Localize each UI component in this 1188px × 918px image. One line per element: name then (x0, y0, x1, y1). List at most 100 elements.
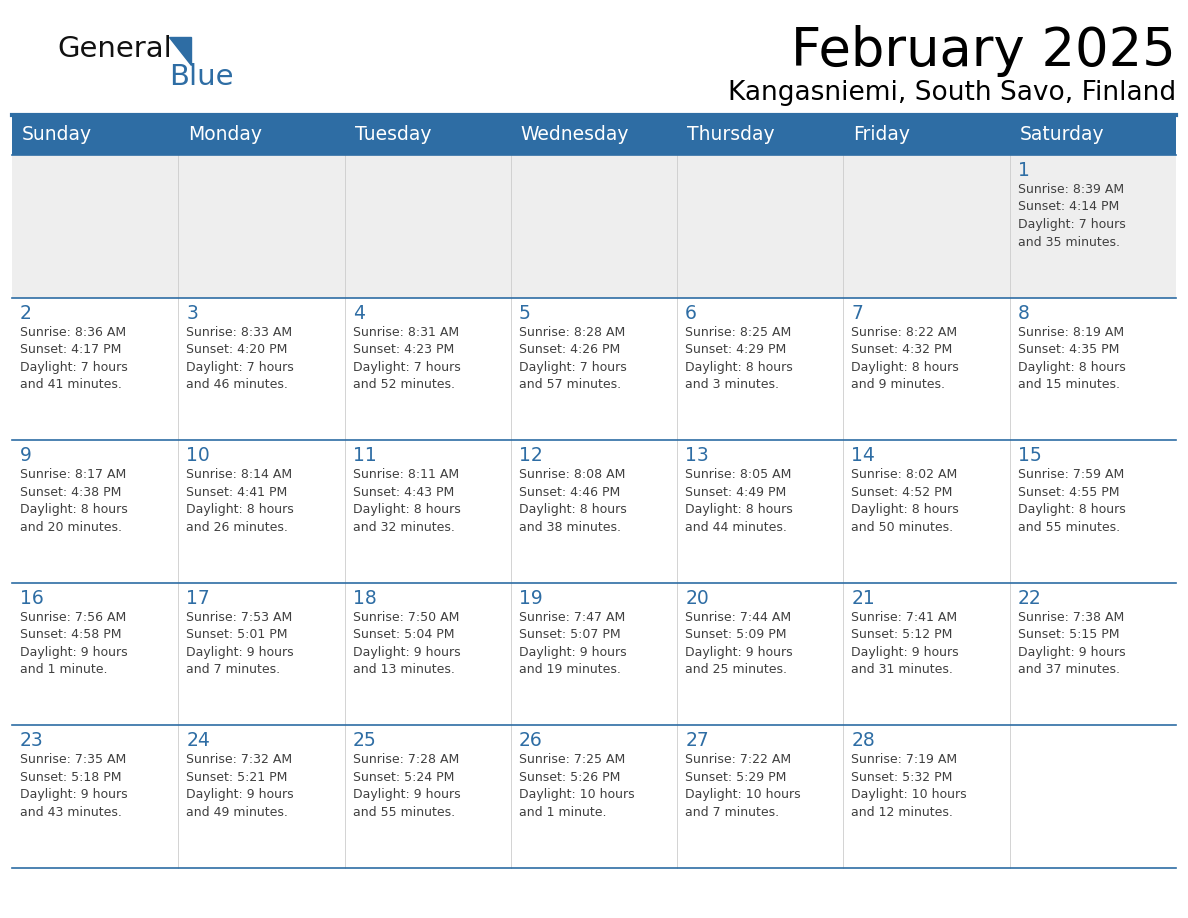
Text: and 13 minutes.: and 13 minutes. (353, 664, 455, 677)
Text: 16: 16 (20, 588, 44, 608)
Text: Sunset: 5:32 PM: Sunset: 5:32 PM (852, 771, 953, 784)
Text: Sunset: 5:01 PM: Sunset: 5:01 PM (187, 628, 287, 642)
Text: and 15 minutes.: and 15 minutes. (1018, 378, 1120, 391)
Text: Thursday: Thursday (687, 126, 775, 144)
Text: and 12 minutes.: and 12 minutes. (852, 806, 953, 819)
Text: Friday: Friday (853, 126, 910, 144)
Text: Sunset: 4:26 PM: Sunset: 4:26 PM (519, 343, 620, 356)
Text: 2: 2 (20, 304, 32, 322)
Text: Kangasniemi, South Savo, Finland: Kangasniemi, South Savo, Finland (728, 80, 1176, 106)
Text: Sunrise: 7:19 AM: Sunrise: 7:19 AM (852, 754, 958, 767)
Bar (1010, 583, 1176, 725)
Text: and 19 minutes.: and 19 minutes. (519, 664, 621, 677)
Text: 19: 19 (519, 588, 543, 608)
Bar (511, 297, 677, 441)
Text: Sunrise: 7:41 AM: Sunrise: 7:41 AM (852, 610, 958, 624)
Text: 26: 26 (519, 732, 543, 750)
Text: and 37 minutes.: and 37 minutes. (1018, 664, 1120, 677)
Text: Sunset: 5:04 PM: Sunset: 5:04 PM (353, 628, 454, 642)
Text: Daylight: 7 hours: Daylight: 7 hours (20, 361, 128, 374)
Text: Sunset: 5:09 PM: Sunset: 5:09 PM (685, 628, 786, 642)
Text: and 31 minutes.: and 31 minutes. (852, 664, 953, 677)
Text: 21: 21 (852, 588, 876, 608)
Text: and 35 minutes.: and 35 minutes. (1018, 236, 1120, 249)
Text: Sunrise: 8:19 AM: Sunrise: 8:19 AM (1018, 326, 1124, 339)
Text: Sunset: 5:26 PM: Sunset: 5:26 PM (519, 771, 620, 784)
Bar (1010, 297, 1176, 441)
Text: Sunrise: 7:56 AM: Sunrise: 7:56 AM (20, 610, 126, 624)
Text: Daylight: 7 hours: Daylight: 7 hours (1018, 218, 1125, 231)
Text: General: General (57, 35, 172, 63)
Bar (843, 441, 1010, 583)
Text: Daylight: 9 hours: Daylight: 9 hours (519, 645, 626, 659)
Text: Sunrise: 8:22 AM: Sunrise: 8:22 AM (852, 326, 958, 339)
Text: 20: 20 (685, 588, 709, 608)
Text: and 57 minutes.: and 57 minutes. (519, 378, 621, 391)
Text: Daylight: 8 hours: Daylight: 8 hours (1018, 361, 1125, 374)
Bar (677, 725, 843, 868)
Text: 11: 11 (353, 446, 377, 465)
Text: Sunrise: 8:02 AM: Sunrise: 8:02 AM (852, 468, 958, 481)
Text: Sunset: 4:52 PM: Sunset: 4:52 PM (852, 486, 953, 498)
Text: Daylight: 8 hours: Daylight: 8 hours (20, 503, 128, 516)
Text: Sunset: 4:23 PM: Sunset: 4:23 PM (353, 343, 454, 356)
Polygon shape (169, 37, 191, 65)
Text: Sunrise: 8:17 AM: Sunrise: 8:17 AM (20, 468, 126, 481)
Text: Daylight: 7 hours: Daylight: 7 hours (187, 361, 295, 374)
Bar (12, 115, 1176, 155)
Text: Sunset: 5:07 PM: Sunset: 5:07 PM (519, 628, 620, 642)
Bar (677, 155, 843, 297)
Text: 22: 22 (1018, 588, 1042, 608)
Text: Sunrise: 8:08 AM: Sunrise: 8:08 AM (519, 468, 625, 481)
Text: Sunset: 5:24 PM: Sunset: 5:24 PM (353, 771, 454, 784)
Text: Daylight: 8 hours: Daylight: 8 hours (353, 503, 460, 516)
Text: Tuesday: Tuesday (354, 126, 431, 144)
Text: 18: 18 (353, 588, 377, 608)
Text: Daylight: 8 hours: Daylight: 8 hours (685, 361, 792, 374)
Text: and 55 minutes.: and 55 minutes. (353, 806, 455, 819)
Text: Daylight: 9 hours: Daylight: 9 hours (187, 645, 293, 659)
Text: 15: 15 (1018, 446, 1042, 465)
Text: February 2025: February 2025 (791, 25, 1176, 77)
Text: 23: 23 (20, 732, 44, 750)
Text: Daylight: 9 hours: Daylight: 9 hours (353, 789, 460, 801)
Bar (1010, 441, 1176, 583)
Text: 28: 28 (852, 732, 876, 750)
Bar (12, 155, 178, 297)
Bar (511, 583, 677, 725)
Bar (178, 155, 345, 297)
Text: Daylight: 9 hours: Daylight: 9 hours (1018, 645, 1125, 659)
Text: 17: 17 (187, 588, 210, 608)
Bar (12, 583, 178, 725)
Text: Daylight: 8 hours: Daylight: 8 hours (1018, 503, 1125, 516)
Text: 24: 24 (187, 732, 210, 750)
Text: Daylight: 8 hours: Daylight: 8 hours (187, 503, 295, 516)
Text: Sunrise: 7:53 AM: Sunrise: 7:53 AM (187, 610, 292, 624)
Text: Sunset: 4:58 PM: Sunset: 4:58 PM (20, 628, 121, 642)
Text: Daylight: 9 hours: Daylight: 9 hours (187, 789, 293, 801)
Text: Sunset: 4:46 PM: Sunset: 4:46 PM (519, 486, 620, 498)
Text: Sunset: 5:29 PM: Sunset: 5:29 PM (685, 771, 786, 784)
Text: 6: 6 (685, 304, 697, 322)
Text: and 41 minutes.: and 41 minutes. (20, 378, 122, 391)
Text: Daylight: 8 hours: Daylight: 8 hours (852, 361, 959, 374)
Bar (345, 297, 511, 441)
Text: Sunrise: 7:44 AM: Sunrise: 7:44 AM (685, 610, 791, 624)
Text: 4: 4 (353, 304, 365, 322)
Bar (178, 297, 345, 441)
Text: Sunrise: 8:11 AM: Sunrise: 8:11 AM (353, 468, 459, 481)
Text: Sunrise: 7:25 AM: Sunrise: 7:25 AM (519, 754, 625, 767)
Text: Daylight: 9 hours: Daylight: 9 hours (852, 645, 959, 659)
Text: and 49 minutes.: and 49 minutes. (187, 806, 289, 819)
Text: Saturday: Saturday (1019, 126, 1105, 144)
Text: and 50 minutes.: and 50 minutes. (852, 521, 954, 533)
Text: and 9 minutes.: and 9 minutes. (852, 378, 946, 391)
Text: Sunset: 4:49 PM: Sunset: 4:49 PM (685, 486, 786, 498)
Bar (677, 583, 843, 725)
Text: Sunset: 5:12 PM: Sunset: 5:12 PM (852, 628, 953, 642)
Text: Sunset: 4:32 PM: Sunset: 4:32 PM (852, 343, 953, 356)
Text: and 52 minutes.: and 52 minutes. (353, 378, 455, 391)
Text: Daylight: 8 hours: Daylight: 8 hours (852, 503, 959, 516)
Text: Sunset: 4:55 PM: Sunset: 4:55 PM (1018, 486, 1119, 498)
Text: Sunset: 5:15 PM: Sunset: 5:15 PM (1018, 628, 1119, 642)
